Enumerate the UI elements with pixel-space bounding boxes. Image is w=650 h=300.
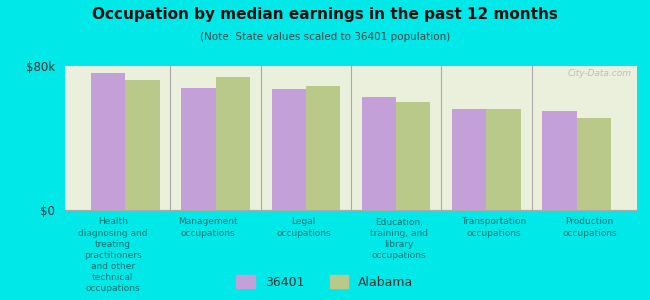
Bar [306, 86, 340, 210]
Bar [91, 73, 125, 210]
Bar [396, 102, 430, 210]
Text: (Note: State values scaled to 36401 population): (Note: State values scaled to 36401 popu… [200, 32, 450, 41]
Text: Occupation by median earnings in the past 12 months: Occupation by median earnings in the pas… [92, 8, 558, 22]
Bar [577, 118, 611, 210]
Bar [125, 80, 160, 210]
Text: Health
diagnosing and
treating
practitioners
and other
technical
occupations: Health diagnosing and treating practitio… [78, 218, 148, 293]
Legend: 36401, Alabama: 36401, Alabama [231, 270, 419, 294]
Bar [452, 109, 486, 210]
Text: Education,
training, and
library
occupations: Education, training, and library occupat… [370, 218, 428, 260]
Bar [272, 89, 306, 210]
Bar [216, 77, 250, 210]
Text: City-Data.com: City-Data.com [567, 69, 631, 78]
Bar [362, 97, 396, 210]
Bar [181, 88, 216, 210]
Text: Transportation
occupations: Transportation occupations [462, 218, 526, 238]
Bar [486, 109, 521, 210]
Text: Management
occupations: Management occupations [178, 218, 238, 238]
Bar [542, 111, 577, 210]
Text: Legal
occupations: Legal occupations [276, 218, 331, 238]
Text: Production
occupations: Production occupations [562, 218, 617, 238]
